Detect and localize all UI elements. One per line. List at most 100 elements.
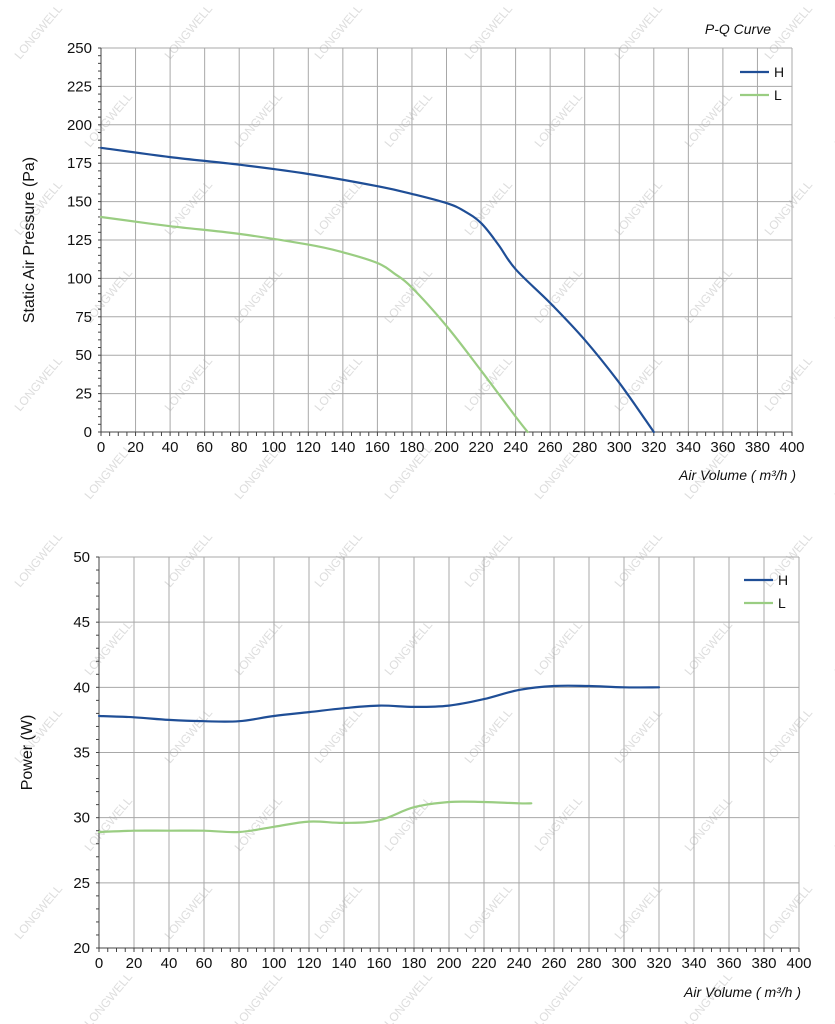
x-tick-label: 380 [745,439,770,456]
y-tick-label: 30 [73,810,90,827]
watermark-text: LONGWELL [532,794,586,854]
watermark-text: LONGWELL [162,706,216,766]
x-tick-label: 100 [261,955,286,972]
x-tick-label: 340 [681,955,706,972]
y-tick-label: 40 [73,679,90,696]
x-tick-label: 160 [365,439,390,456]
watermark-text: LONGWELL [832,794,835,854]
x-tick-label: 260 [541,955,566,972]
power-curve-chart: 0 20 40 60 80 100 120 140 160 180 200 220 240 260 280 3… [19,549,812,1000]
y-tick-label: 50 [75,347,92,364]
x-tick-label: 180 [399,439,424,456]
y-tick-label: 200 [67,117,92,134]
watermark-text: LONGWELL [82,970,136,1024]
watermark-text: LONGWELL [312,530,366,590]
x-tick-label: 400 [779,439,804,456]
watermark-text: LONGWELL [532,618,586,678]
x-tick-label: 120 [296,955,321,972]
x-tick-label: 280 [572,439,597,456]
y-tick-label: 25 [73,875,90,892]
y-tick-label: 250 [67,40,92,57]
watermark-text: LONGWELL [462,706,516,766]
y-tick-label: 75 [75,309,92,326]
x-tick-label: 220 [471,955,496,972]
watermark-text: LONGWELL [382,970,436,1024]
x-tick-label: 60 [196,955,213,972]
watermark-text: LONGWELL [12,354,66,414]
x-tick-label: 60 [196,439,213,456]
chart-title: P-Q Curve [705,21,771,37]
y-axis-title: Static Air Pressure (Pa) [21,157,38,323]
x-tick-label: 80 [231,439,248,456]
x-tick-label: 240 [506,955,531,972]
pq-curve-chart: 0 20 40 60 80 100 120 140 160 180 200 220 240 260 280 3… [21,21,805,483]
watermark-text: LONGWELL [312,2,366,62]
y-tick-label: 100 [67,270,92,287]
x-tick-label: 40 [162,439,179,456]
x-tick-label: 160 [366,955,391,972]
watermark-text: LONGWELL [462,178,516,238]
watermark-text: LONGWELL [162,530,216,590]
y-tick-label: 20 [73,940,90,957]
watermark-text: LONGWELL [12,882,66,942]
x-tick-label: 360 [716,955,741,972]
legend-label-H: H [774,64,784,80]
watermark-text: LONGWELL [382,90,436,150]
watermark-text: LONGWELL [832,266,835,326]
x-tick-label: 20 [127,439,144,456]
x-axis-title: Air Volume ( m³/h ) [683,984,801,1000]
x-tick-label: 140 [330,439,355,456]
y-tick-label: 45 [73,614,90,631]
watermark-text: LONGWELL [832,90,835,150]
watermark-text: LONGWELL [682,794,736,854]
x-tick-label: 40 [161,955,178,972]
watermark-text: LONGWELL [232,970,286,1024]
watermark-text: LONGWELL [12,178,66,238]
watermark-text: LONGWELL [12,2,66,62]
x-tick-label: 120 [296,439,321,456]
watermark-text: LONGWELL [382,794,436,854]
watermark-text: LONGWELL [762,354,816,414]
watermark-text: LONGWELL [762,178,816,238]
watermark-text: LONGWELL [232,618,286,678]
watermark-text: LONGWELL [762,882,816,942]
watermark-text: LONGWELL [462,2,516,62]
watermark-text: LONGWELL [462,530,516,590]
series-line-L [97,800,533,834]
x-tick-label: 400 [786,955,811,972]
x-tick-label: 180 [401,955,426,972]
y-tick-label: 0 [84,424,92,441]
x-tick-label: 380 [751,955,776,972]
watermark-text: LONGWELL [762,706,816,766]
x-tick-label: 320 [646,955,671,972]
watermark-text: LONGWELL [612,706,666,766]
watermark-text: LONGWELL [832,442,835,502]
x-tick-label: 320 [641,439,666,456]
legend-label-L: L [778,595,786,611]
x-tick-label: 340 [676,439,701,456]
x-tick-label: 140 [331,955,356,972]
x-tick-label: 200 [436,955,461,972]
x-tick-label: 0 [95,955,103,972]
x-tick-label: 300 [607,439,632,456]
x-tick-label: 20 [126,955,143,972]
y-tick-label: 225 [67,78,92,95]
series-line-L [99,215,529,434]
y-tick-label: 50 [73,549,90,566]
legend-label-H: H [778,572,788,588]
watermark-text: LONGWELL [532,970,586,1024]
x-tick-label: 260 [538,439,563,456]
watermark-text: LONGWELL [832,970,835,1024]
y-axis-title: Power (W) [19,715,36,791]
x-tick-label: 300 [611,955,636,972]
x-tick-label: 240 [503,439,528,456]
watermark-text: LONGWELL [312,706,366,766]
watermark-text: LONGWELL [312,882,366,942]
watermark-text: LONGWELL [162,882,216,942]
y-tick-label: 25 [75,386,92,403]
watermark-text: LONGWELL [682,90,736,150]
watermark-text: LONGWELL [612,882,666,942]
series-line-H [99,146,655,434]
watermark-text: LONGWELL [532,90,586,150]
